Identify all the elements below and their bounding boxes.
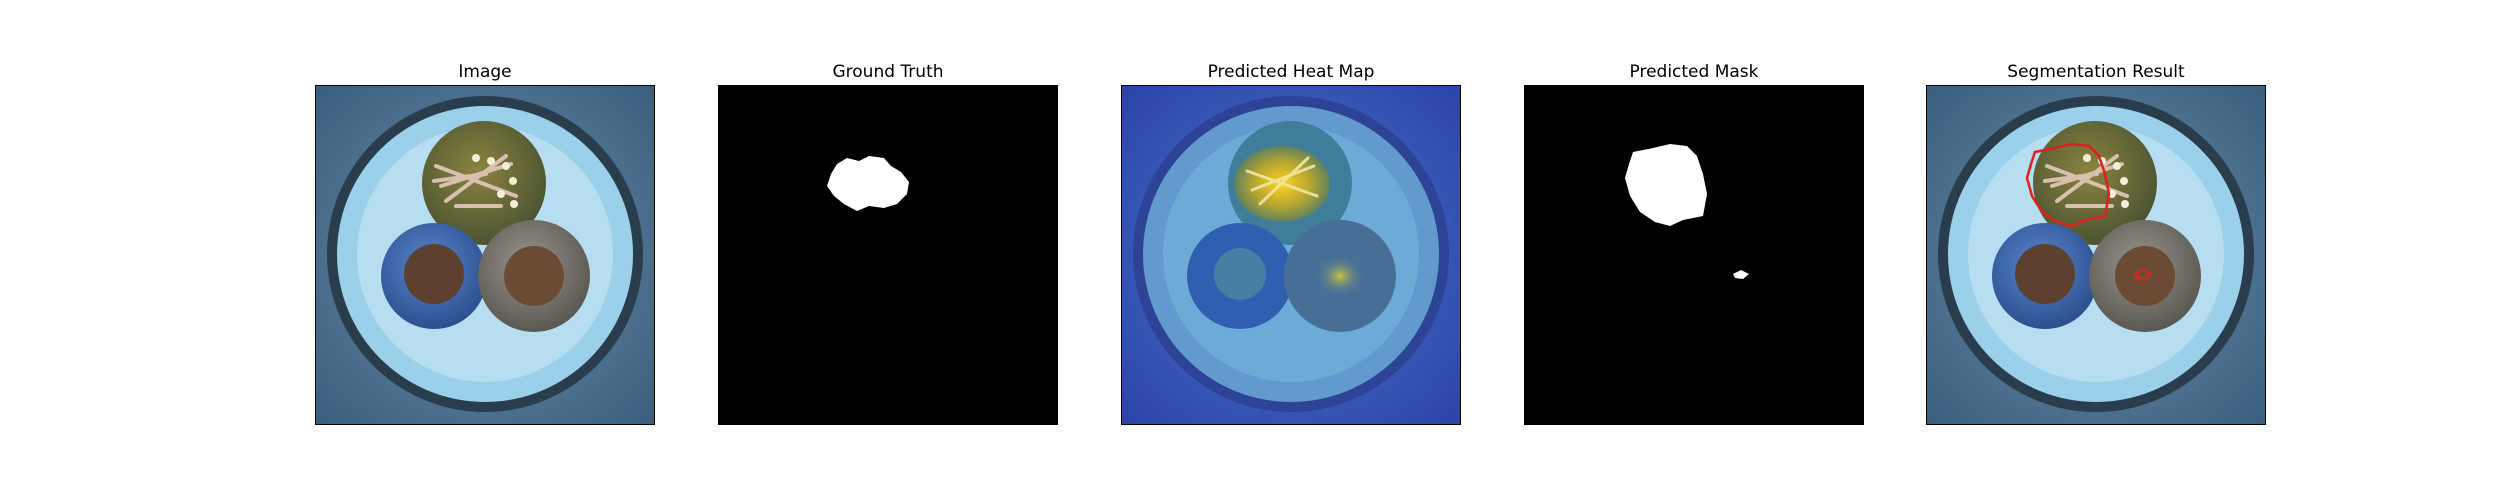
panel-title: Predicted Mask [1524,60,1864,84]
panel-title: Segmentation Result [1926,60,2266,84]
panel-title: Predicted Heat Map [1121,60,1461,84]
panel-segmentation-result: Segmentation Result [1926,60,2266,84]
ground-truth-frame [718,85,1058,425]
predicted-mask-frame [1524,85,1864,425]
panel-image: Image [315,60,655,84]
panel-predicted-mask: Predicted Mask [1524,60,1864,84]
panel-title: Image [315,60,655,84]
heat-map-frame [1121,85,1461,425]
cable-image [316,86,654,424]
segmentation-frame [1926,85,2266,425]
segmentation-image [1927,86,2265,424]
panel-title: Ground Truth [718,60,1058,84]
left-wire-strands [404,244,464,304]
right-wire-strands [504,246,564,306]
predicted-mask [1525,86,1863,424]
ground-truth-mask [719,86,1057,424]
panel-ground-truth: Ground Truth [718,60,1058,84]
image-frame [315,85,655,425]
heat-map-image [1122,86,1460,424]
panel-heat-map: Predicted Heat Map [1121,60,1461,84]
